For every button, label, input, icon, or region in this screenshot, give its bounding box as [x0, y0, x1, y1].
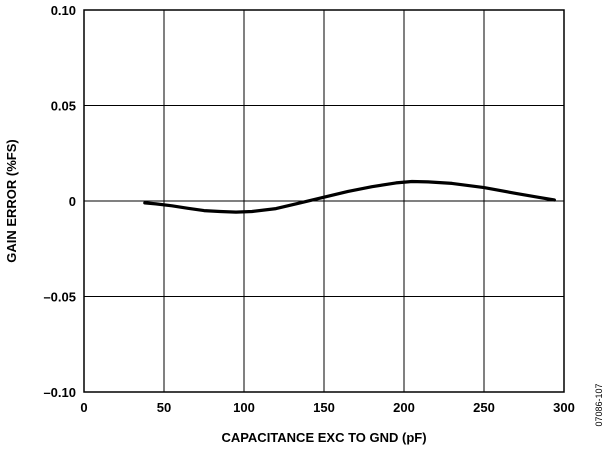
x-tick-labels: 0 50 100 150 200 250 300 [80, 400, 574, 415]
y-tick-label: 0.05 [51, 99, 76, 114]
series-line [143, 179, 556, 214]
y-tick-label: –0.05 [43, 290, 76, 305]
y-tick-label: 0.10 [51, 3, 76, 18]
y-axis-title: GAIN ERROR (%FS) [4, 139, 19, 263]
figure-id: 07086-107 [594, 383, 604, 426]
y-tick-label: 0 [69, 194, 76, 209]
x-tick-label: 100 [233, 400, 255, 415]
x-tick-label: 200 [393, 400, 415, 415]
x-tick-label: 0 [80, 400, 87, 415]
x-tick-label: 50 [157, 400, 171, 415]
x-tick-label: 250 [473, 400, 495, 415]
grid [84, 10, 564, 392]
x-tick-label: 300 [553, 400, 575, 415]
y-tick-labels: 0.10 0.05 0 –0.05 –0.10 [43, 3, 76, 400]
x-tick-label: 150 [313, 400, 335, 415]
x-axis-title: CAPACITANCE EXC TO GND (pF) [221, 430, 426, 445]
plot-frame [83, 9, 565, 393]
y-tick-label: –0.10 [43, 385, 76, 400]
